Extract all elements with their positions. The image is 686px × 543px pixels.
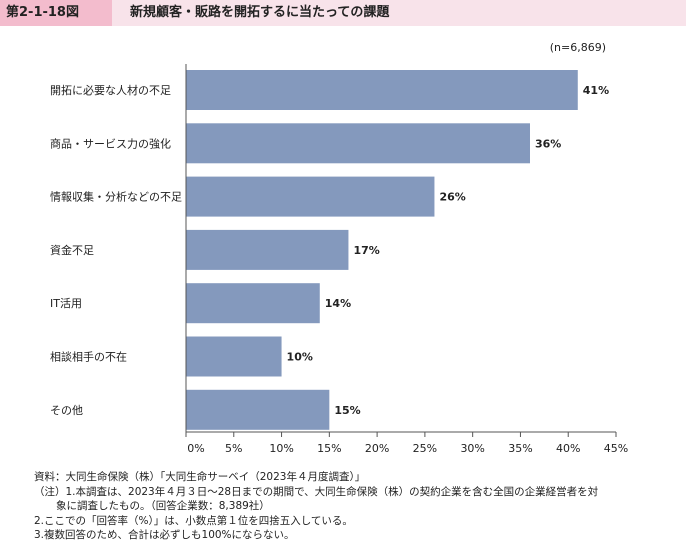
x-tick-label-8: 40%	[556, 442, 580, 455]
x-tick-label-7: 35%	[508, 442, 532, 455]
sample-size-note: (n=6,869)	[550, 41, 606, 54]
value-label-4: 14%	[325, 297, 351, 310]
note-1-continued: 象に調査したもの。（回答企業数：8,389社）	[56, 500, 270, 512]
category-label-5: 相談相手の不在	[50, 350, 127, 364]
figure-header: 第2-1-18図 新規顧客・販路を開拓するに当たっての課題	[0, 0, 686, 26]
category-label-4: IT活用	[50, 297, 82, 310]
figure-number: 第2-1-18図	[0, 0, 112, 26]
x-tick-label-0: 0%	[187, 442, 204, 455]
bar-1	[186, 123, 530, 164]
bar-chart: (n=6,869) 開拓に必要な人材の不足 41% 商品・サービス力の強化 36% 情報…	[50, 41, 628, 455]
bar-4	[186, 283, 320, 324]
note-2: 2.ここでの「回答率（%）」は、小数点第１位を四捨五入している。	[34, 514, 353, 527]
note-source: 資料：大同生命保険（株）「大同生命サーベイ（2023年４月度調査）」	[34, 471, 366, 483]
category-label-6: その他	[50, 404, 83, 417]
value-label-1: 36%	[535, 137, 561, 150]
value-label-3: 17%	[353, 244, 379, 257]
bar-0	[186, 70, 578, 110]
category-label-1: 商品・サービス力の強化	[50, 136, 171, 150]
value-label-2: 26%	[439, 191, 465, 204]
category-label-0: 開拓に必要な人材の不足	[50, 83, 171, 97]
x-tick-label-2: 10%	[269, 442, 293, 455]
bar-2	[186, 176, 435, 217]
figure-title: 新規顧客・販路を開拓するに当たっての課題	[130, 5, 390, 20]
category-label-3: 資金不足	[50, 243, 94, 257]
chart-notes: 資料：大同生命保険（株）「大同生命サーベイ（2023年４月度調査）」 （注）1.…	[34, 470, 674, 543]
bar-5	[186, 336, 282, 377]
value-label-0: 41%	[583, 84, 609, 97]
x-tick-label-5: 25%	[413, 442, 437, 455]
bar-3	[186, 229, 349, 270]
value-label-5: 10%	[287, 351, 313, 364]
note-3: 3.複数回答のため、合計は必ずしも100%にならない。	[34, 529, 295, 541]
x-tick-label-4: 20%	[365, 442, 389, 455]
x-tick-label-6: 30%	[460, 442, 484, 455]
value-label-6: 15%	[334, 404, 360, 417]
bar-6	[186, 389, 330, 430]
x-tick-label-1: 5%	[225, 442, 242, 455]
x-tick-label-3: 15%	[317, 442, 341, 455]
note-1: （注）1.本調査は、2023年４月３日～28日までの期間で、大同生命保険（株）の…	[34, 485, 599, 498]
category-label-2: 情報収集・分析などの不足	[50, 190, 182, 204]
x-tick-label-9: 45%	[604, 442, 628, 455]
